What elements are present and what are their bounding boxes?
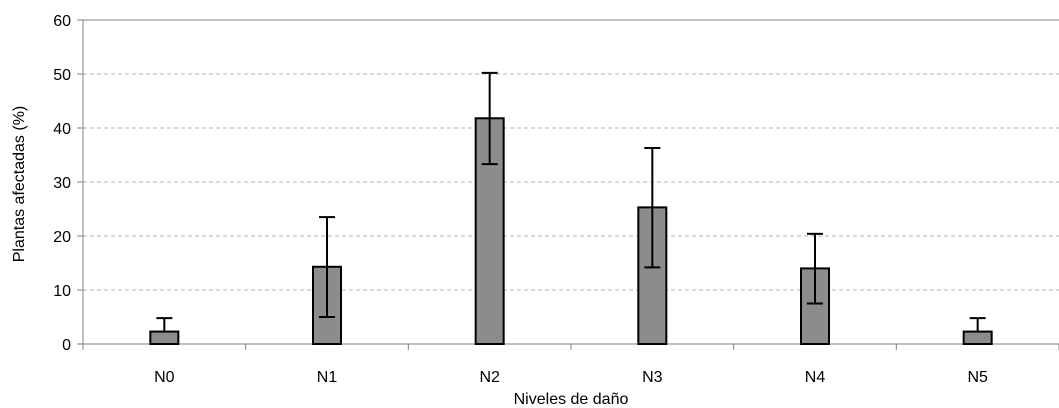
y-axis: 0 10 20 30 40 50 60	[53, 13, 84, 354]
bar-n5	[962, 330, 993, 345]
bar-n0	[149, 330, 180, 345]
x-tick-label-n5: N5	[967, 369, 988, 386]
x-tick-label-n1: N1	[317, 369, 338, 386]
x-tick-label-n4: N4	[805, 369, 826, 386]
x-axis-title: Niveles de daño	[514, 391, 629, 408]
x-tick-label-n0: N0	[154, 369, 175, 386]
y-tick-label-20: 20	[53, 229, 71, 246]
bars	[149, 117, 993, 345]
y-tick-label-50: 50	[53, 67, 71, 84]
x-tick-label-n3: N3	[642, 369, 663, 386]
x-axis: N0 N1 N2 N3 N4 N5	[82, 343, 1059, 386]
y-tick-label-30: 30	[53, 175, 71, 192]
error-bars	[156, 71, 986, 332]
y-tick-label-40: 40	[53, 121, 71, 138]
x-tick-label-n2: N2	[479, 369, 500, 386]
y-axis-title: Plantas afectadas (%)	[11, 106, 28, 263]
y-tick-label-10: 10	[53, 283, 71, 300]
y-tick-label-0: 0	[62, 337, 71, 354]
gridlines	[83, 19, 1059, 291]
y-tick-label-60: 60	[53, 13, 71, 30]
